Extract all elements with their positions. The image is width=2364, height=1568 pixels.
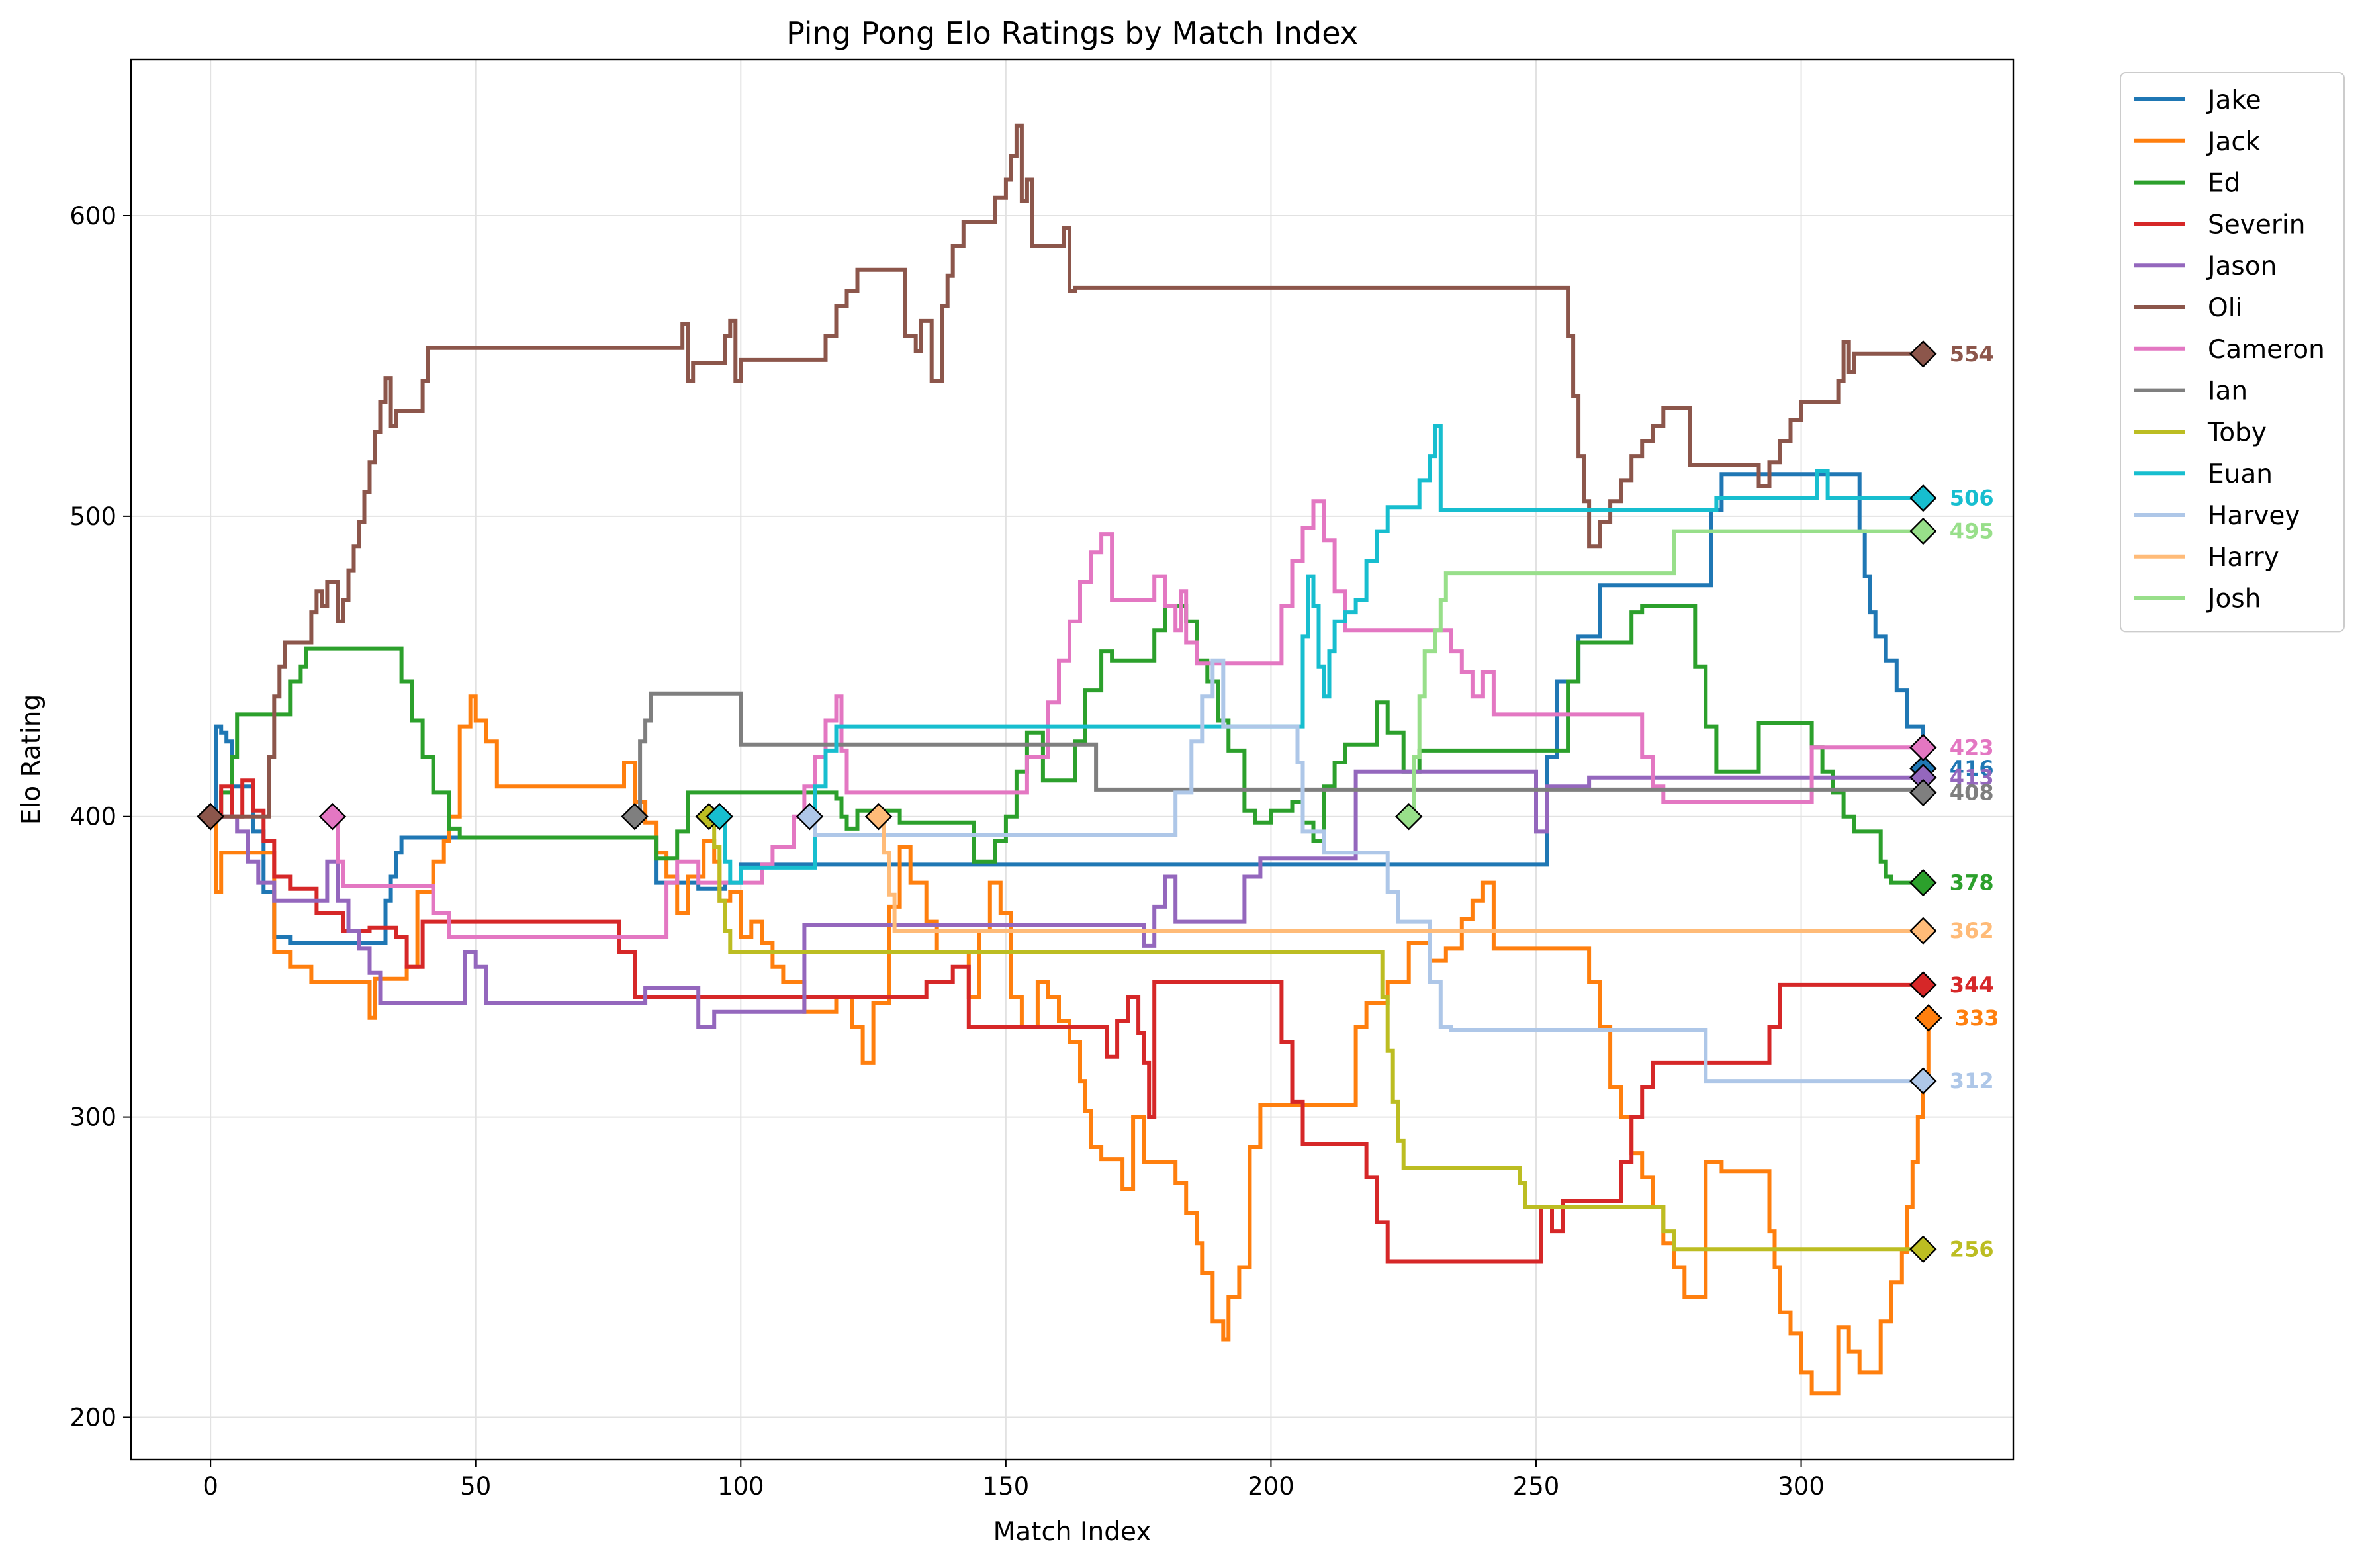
x-tick-label: 0 [203,1472,218,1500]
legend-label-toby: Toby [2207,418,2267,447]
end-marker-cameron [1909,733,1937,762]
legend-label-jack: Jack [2206,127,2261,157]
legend-label-cameron: Cameron [2208,335,2325,365]
series-line-jack [210,694,1931,1396]
end-value-label-ian: 408 [1950,780,1994,805]
end-value-label-cameron: 423 [1950,735,1994,760]
grid-lines [131,60,2013,1459]
start-marker-ian [621,803,649,831]
y-tick-label: 300 [69,1103,116,1132]
x-tick-label: 100 [717,1472,764,1500]
x-axis-label: Match Index [993,1517,1152,1547]
series-line-oli [210,123,1923,819]
series-lines [210,123,1931,1396]
end-value-label-josh: 495 [1950,519,1994,544]
start-marker-harvey [796,803,824,831]
chart-title: Ping Pong Elo Ratings by Match Index [786,15,1358,51]
legend-label-harvey: Harvey [2208,501,2300,531]
end-value-label-harvey: 312 [1950,1068,1994,1093]
start-marker-cameron [318,803,347,831]
end-marker-ed [1909,868,1937,897]
x-tick-label: 250 [1513,1472,1560,1500]
x-tick-label: 150 [983,1472,1030,1500]
legend-box [2120,72,2345,633]
end-value-label-harry: 362 [1950,918,1994,943]
series-line-harry [878,814,1923,933]
series-line-josh [1408,529,1923,819]
y-tick-label: 200 [69,1403,116,1432]
legend-label-euan: Euan [2208,459,2273,489]
plot-frame [130,58,2015,1461]
end-value-label-jack: 333 [1955,1005,1999,1031]
start-marker-josh [1395,803,1423,831]
end-value-label-toby: 256 [1950,1236,1994,1262]
legend-label-josh: Josh [2206,584,2261,614]
series-line-euan [719,424,1923,885]
end-marker-harvey [1909,1067,1937,1095]
start-marker-oli [197,803,224,831]
y-tick-label: 500 [69,502,116,531]
y-tick-label: 400 [69,803,116,831]
series-line-severin [210,778,1923,1264]
legend-label-oli: Oli [2208,293,2242,323]
x-tick-label: 200 [1248,1472,1295,1500]
x-tick-label: 50 [460,1472,491,1500]
series-line-toby [709,814,1923,1252]
series-line-ed [210,604,1923,885]
end-value-label-jake: 416 [1950,756,1994,781]
axis-ticks: 0 50 100 150 200 250 300 200 300 400 500 600 [69,202,1824,1500]
series-line-cameron [332,499,1923,939]
end-value-label-jason: 413 [1950,765,1994,790]
legend-label-severin: Severin [2208,210,2305,240]
end-marker-euan [1909,484,1937,512]
end-value-label-severin: 344 [1950,972,1994,997]
end-value-label-oli: 554 [1950,342,1994,367]
legend-label-jake: Jake [2206,85,2261,115]
legend-label-jason: Jason [2206,252,2277,281]
end-marker-jack [1915,1004,1942,1032]
end-marker-severin [1909,971,1937,999]
legend-label-ian: Ian [2208,377,2248,406]
end-value-label-euan: 506 [1950,486,1994,511]
start-marker-euan [705,803,733,831]
markers: 416 333 378 344 413 554 423 408 256 506 312 362 495 [197,340,1999,1263]
series-line-ian [635,691,1925,819]
series-line-harvey [809,658,1923,1084]
end-marker-josh [1909,517,1937,545]
end-marker-harry [1909,917,1937,945]
end-marker-oli [1909,340,1937,368]
legend-label-harry: Harry [2208,543,2279,573]
start-marker-harry [864,803,893,831]
end-marker-ian [1909,778,1937,807]
end-marker-toby [1909,1235,1937,1263]
legend-label-ed: Ed [2208,169,2240,199]
y-tick-label: 600 [69,202,116,230]
legend: Jake Jack Ed Severin Jason Oli Cameron Ian Toby E… [2120,72,2345,633]
y-axis-label: Elo Rating [17,694,46,825]
end-value-label-ed: 378 [1950,870,1994,896]
x-tick-label: 300 [1778,1472,1825,1500]
